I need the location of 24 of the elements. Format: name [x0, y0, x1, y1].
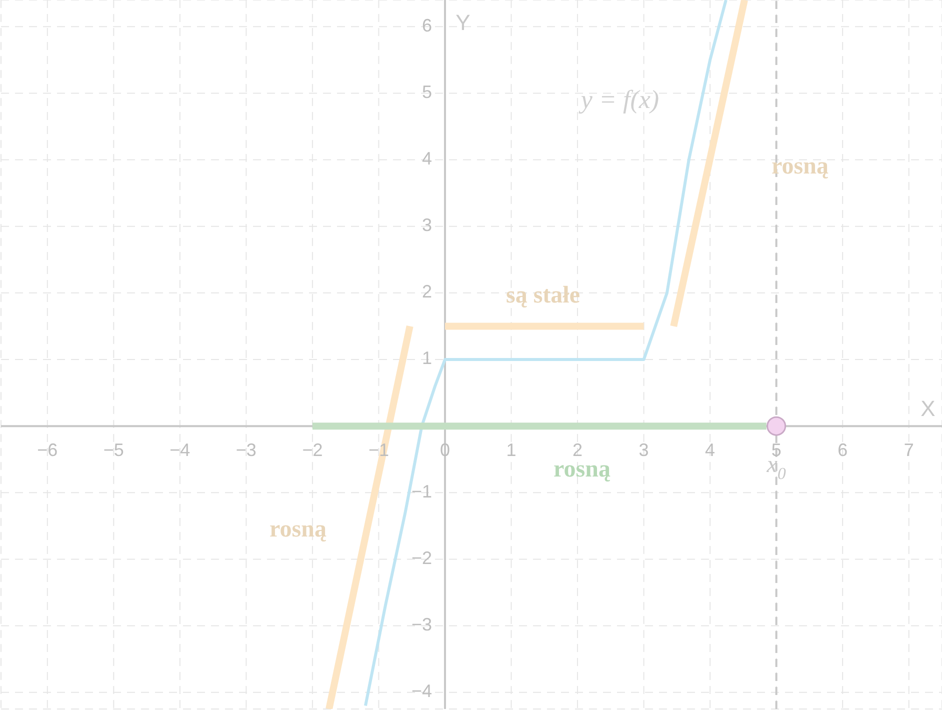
x-tick-label: 1 [506, 440, 516, 460]
y-tick-label: 1 [422, 348, 432, 368]
y-tick-label: 5 [422, 82, 432, 102]
y-tick-label: −2 [411, 548, 432, 568]
x-tick-label: −4 [170, 440, 190, 460]
y-tick-label: 3 [422, 215, 432, 236]
annotation: są stałe [506, 282, 580, 310]
x-tick-label: −5 [103, 440, 124, 460]
x-tick-label: −2 [302, 440, 323, 460]
y-tick-label: −4 [411, 681, 432, 702]
y-tick-label: 2 [422, 282, 432, 302]
x-tick-label: −3 [236, 440, 256, 460]
y-tick-label: −3 [411, 614, 432, 635]
annotation: rosną [772, 154, 828, 180]
x-tick-label: 7 [904, 440, 914, 460]
x-tick-label: 3 [638, 440, 649, 460]
y-tick-label: 6 [422, 15, 432, 36]
x-tick-label: −6 [37, 440, 58, 460]
y-tick-label: 4 [422, 148, 432, 169]
annotation: rosną [270, 516, 326, 544]
x-tick-label: 4 [705, 440, 716, 460]
x-tick-label: 0 [440, 440, 450, 460]
y-tick-label: −1 [411, 481, 432, 502]
x-tick-label: 6 [838, 440, 848, 460]
